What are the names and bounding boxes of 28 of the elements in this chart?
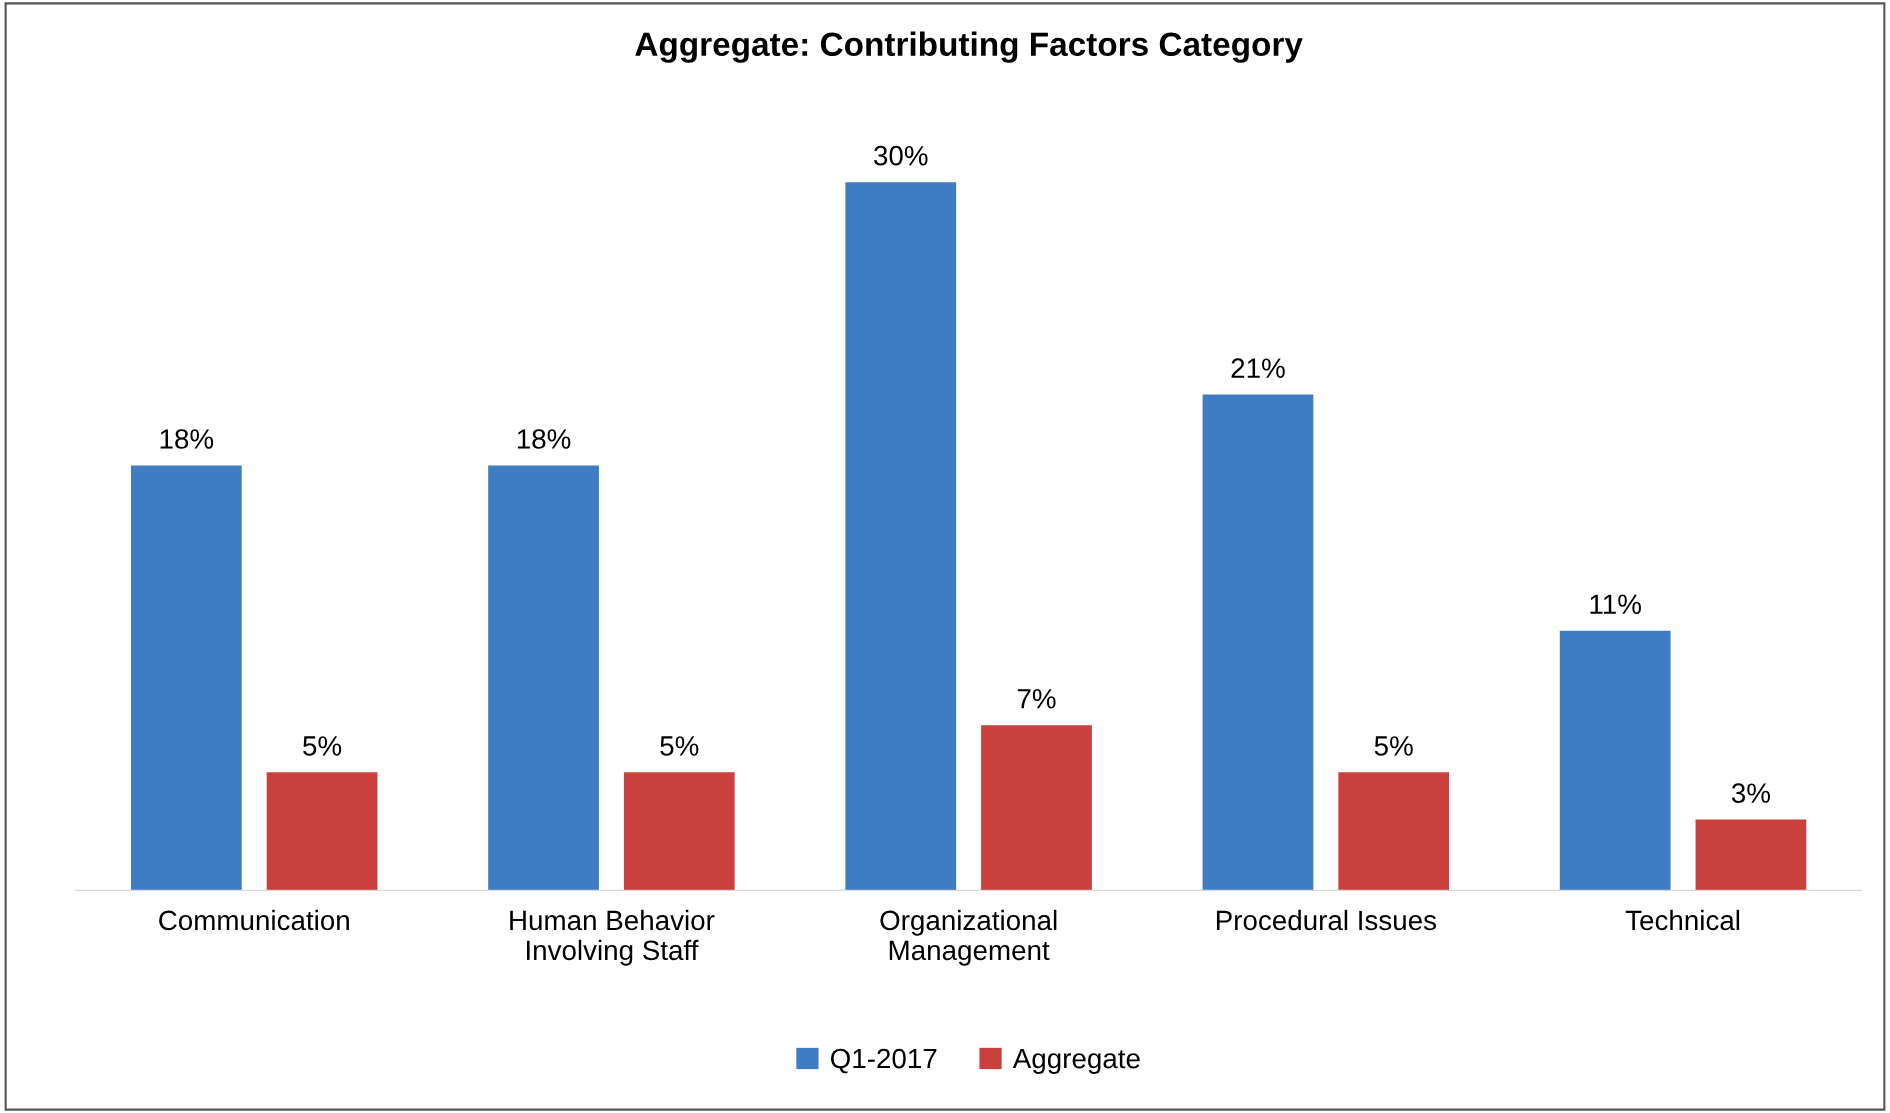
data-label: 11% [1590, 594, 1641, 614]
data-label: 30% [874, 145, 928, 166]
bar [488, 465, 599, 891]
data-label: 5% [660, 736, 699, 756]
bar [1202, 394, 1314, 891]
data-label: 3% [1731, 783, 1770, 803]
bar [266, 772, 378, 891]
data-label: 7% [1017, 688, 1056, 709]
x-tick-label: Procedural Issues [1216, 909, 1436, 931]
chart-title: Aggregate: Contributing Factors Category [635, 31, 1303, 63]
x-tick-label: Human Behavior Involving Staff [510, 909, 715, 966]
x-tick-label: Communication [159, 909, 349, 931]
bar [130, 465, 242, 891]
bar [1695, 819, 1807, 891]
data-label: 5% [1374, 736, 1413, 756]
data-label: 18% [517, 429, 571, 449]
bar [1338, 772, 1450, 891]
bar [981, 725, 1092, 891]
bar [623, 772, 735, 891]
bar [845, 182, 957, 891]
x-tick-label: Organizational Management [880, 909, 1057, 966]
data-label: 18% [160, 429, 214, 449]
data-label: 5% [303, 736, 342, 756]
x-tick-label: Technical [1625, 909, 1740, 931]
legend-label: Aggregate [1012, 1049, 1140, 1074]
data-label: 21% [1231, 358, 1285, 378]
bar [1559, 630, 1671, 891]
legend-label: Q1-2017 [830, 1048, 937, 1074]
